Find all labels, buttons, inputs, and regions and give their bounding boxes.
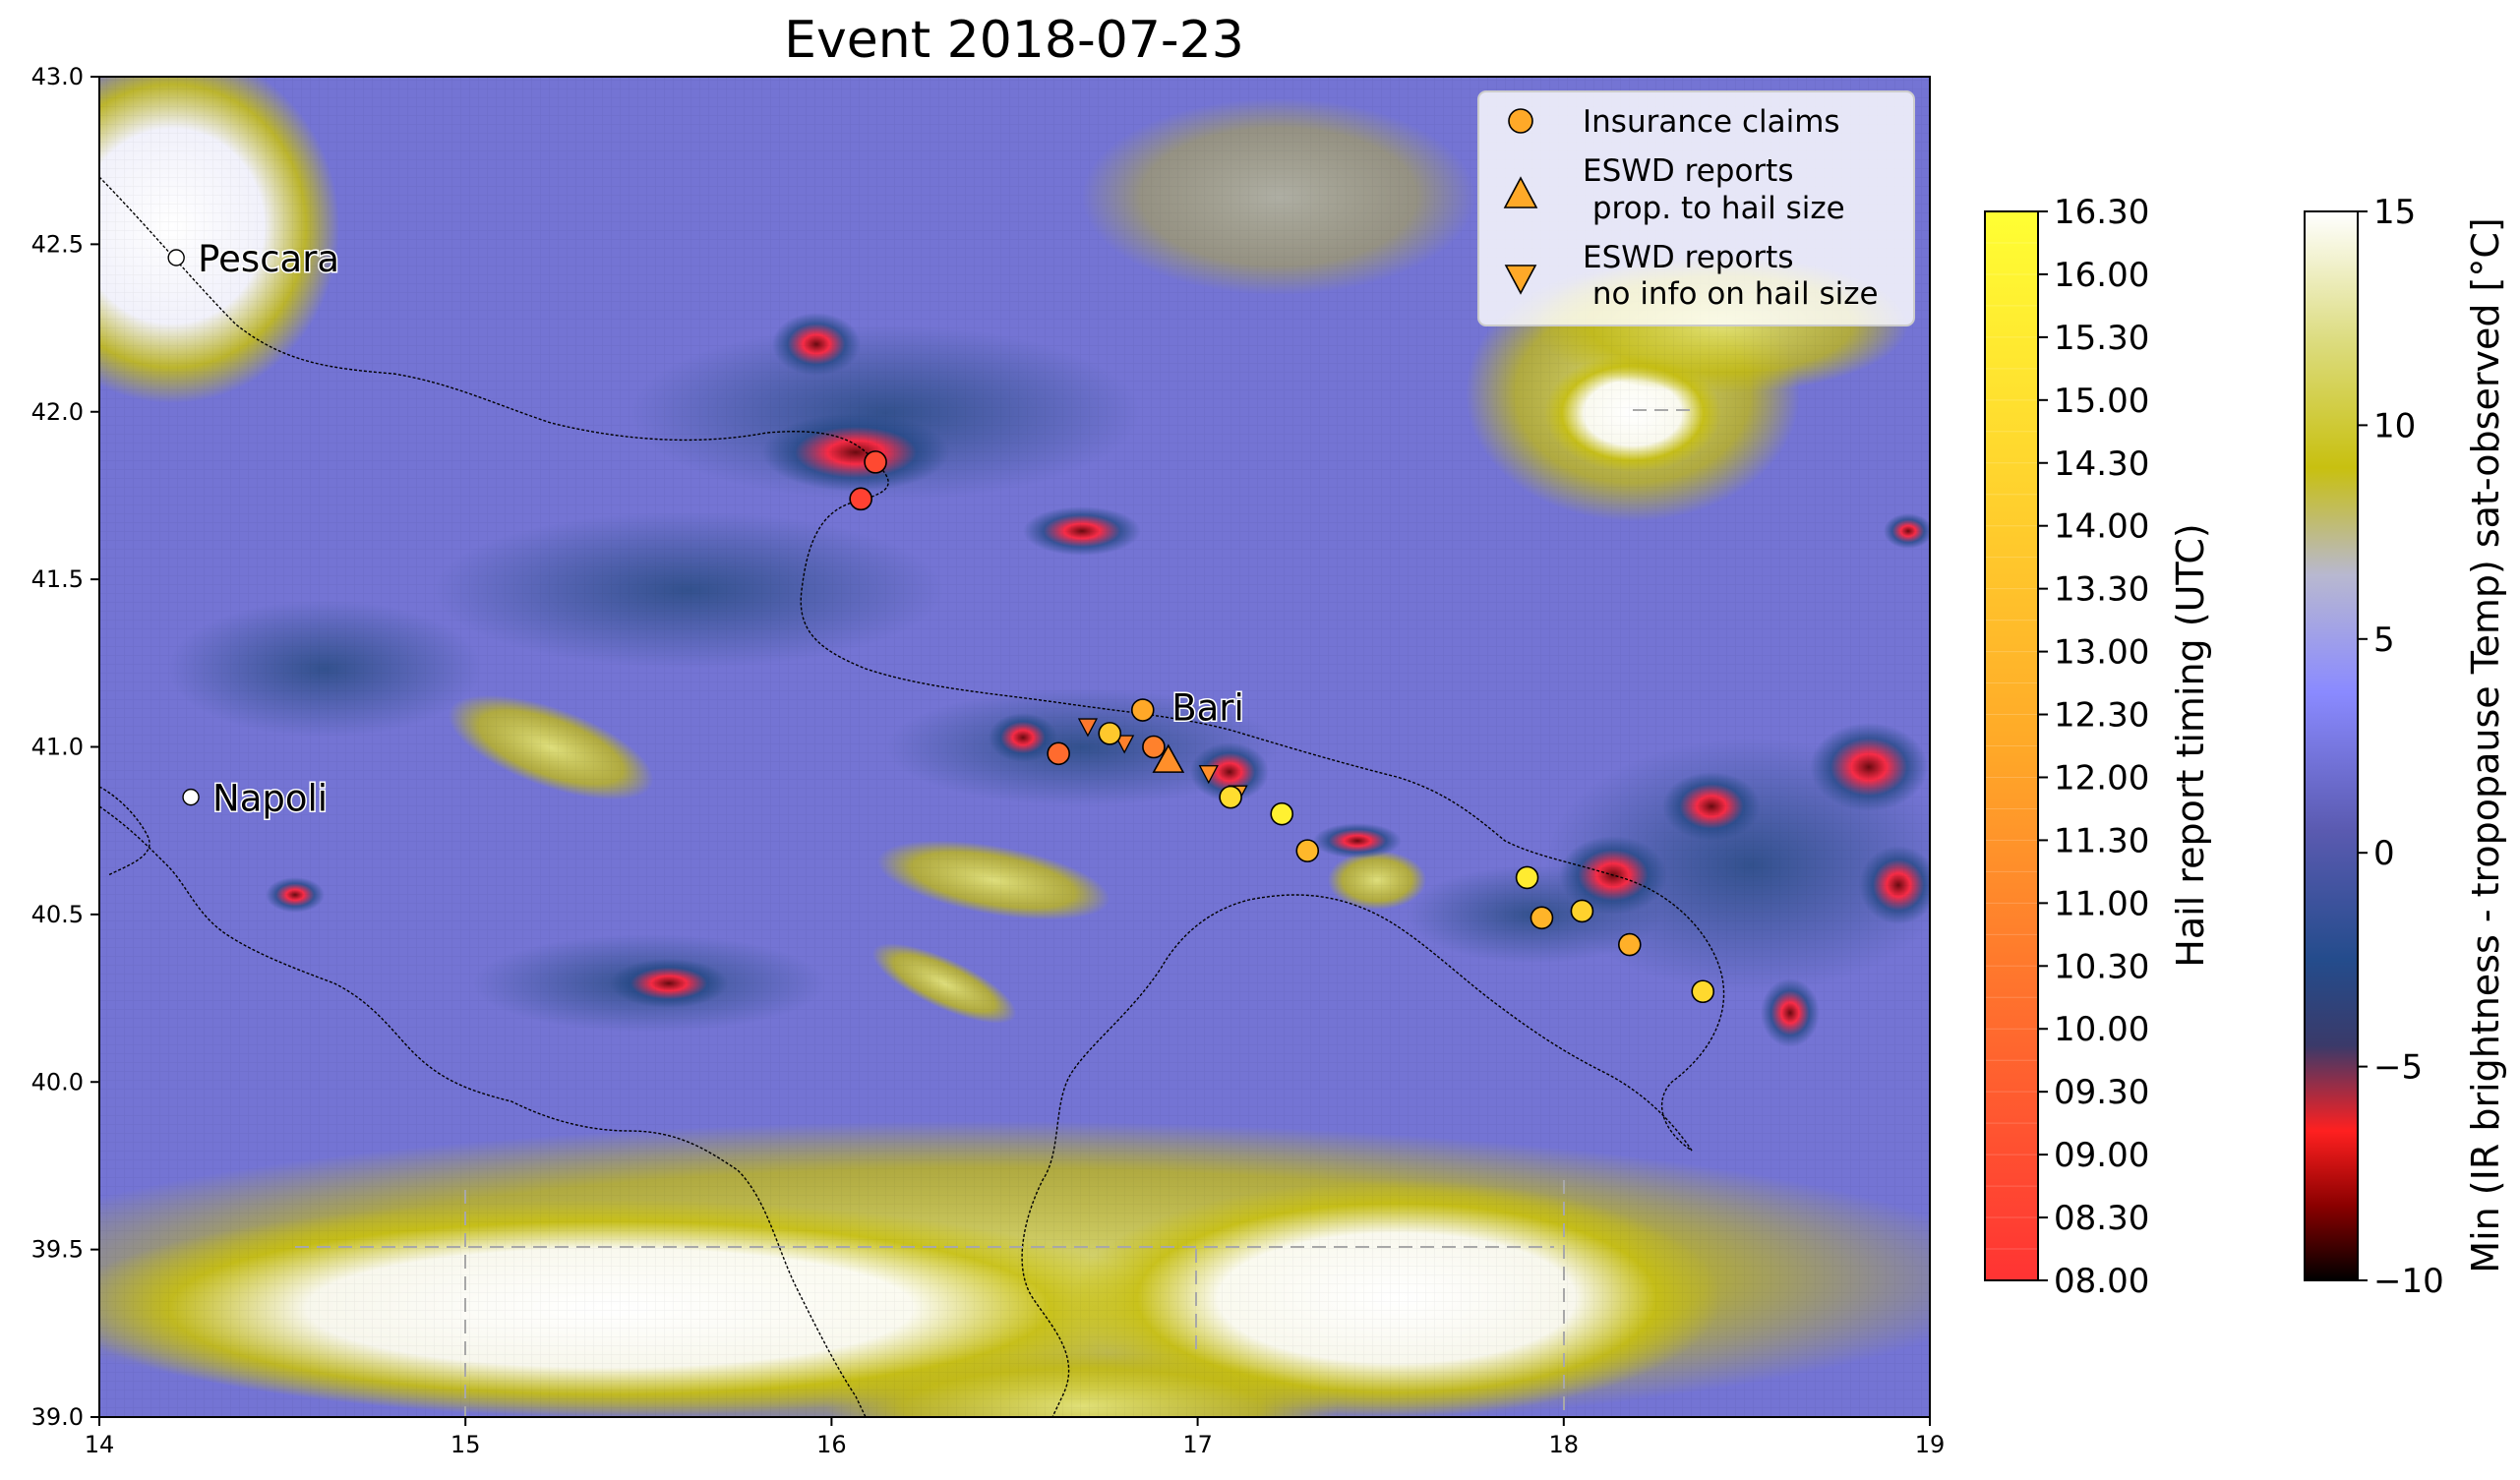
- x-tick-label: 19: [1915, 1431, 1946, 1458]
- city-label: Bari: [1171, 687, 1244, 730]
- eswd-size-marker: [1152, 743, 1185, 773]
- legend-label-insurance: Insurance claims: [1583, 104, 1840, 140]
- x-tick-label: 18: [1549, 1431, 1580, 1458]
- insurance-claim-marker: [1530, 906, 1554, 930]
- legend-label-eswd-size-2: prop. to hail size: [1583, 191, 1845, 226]
- colorbar-timing-ticks: 16.30 16.00 15.30 15.00 14.30 14.00 13.30 13.00…: [2038, 193, 2149, 1301]
- insurance-claim-marker: [1270, 801, 1294, 826]
- legend-label-eswd-size-1: ESWD reports: [1583, 153, 1793, 189]
- colorbar-temperature-ticks: 15 10 5 0 −5 −10: [2358, 193, 2444, 1301]
- colorbar-timing-tick-label: 15.30: [2054, 319, 2149, 358]
- colorbar-temperature-bar: [2305, 211, 2358, 1280]
- legend-marker-triangle-up: [1503, 176, 1538, 208]
- colorbar-temperature-label: Min (IR brightness - tropopause Temp) sa…: [2464, 217, 2507, 1273]
- colorbar-timing-tick-label: 13.00: [2054, 633, 2149, 673]
- y-tick-label: 41.5: [31, 565, 84, 593]
- eswd-noinfo-marker: [1077, 718, 1099, 738]
- y-tick-label: 41.0: [31, 734, 84, 761]
- map-panel: 14 15 16 17 18 19 43.0 42.5 42.0 41.5 41.0 40.5 40.…: [31, 63, 1946, 1458]
- hail-report-markers: [849, 450, 1715, 1004]
- map-legend: Insurance claims ESWD reports prop. to h…: [1477, 90, 1915, 326]
- colorbar-timing-tick-label: 12.00: [2054, 758, 2149, 798]
- colorbar-temperature-tick-label: 5: [2373, 621, 2395, 660]
- insurance-claim-marker: [1295, 839, 1320, 862]
- colorbar-timing-tick-label: 08.30: [2054, 1199, 2149, 1238]
- y-tick-label: 42.5: [31, 230, 84, 258]
- insurance-claim-marker: [1617, 932, 1642, 957]
- city-labels: Pescara Napoli Bari: [167, 237, 1245, 821]
- x-tick-label: 15: [450, 1431, 481, 1458]
- insurance-claim-marker: [1098, 722, 1122, 745]
- insurance-claim-marker: [1142, 735, 1166, 759]
- y-axis-ticks: 43.0 42.5 42.0 41.5 41.0 40.5 40.0 39.5 39.0: [31, 63, 99, 1431]
- colorbar-timing-tick-label: 11.30: [2054, 821, 2149, 860]
- insurance-claim-marker: [1047, 741, 1070, 766]
- colorbar-timing-bands: [1985, 242, 2038, 1250]
- y-tick-label: 39.5: [31, 1236, 84, 1264]
- y-tick-label: 43.0: [31, 63, 84, 90]
- colorbar-timing-tick-label: 12.30: [2054, 696, 2149, 736]
- eswd-noinfo-marker: [1198, 765, 1219, 785]
- colorbar-timing-frame: [1984, 210, 2039, 1281]
- legend-label-eswd-noinfo-1: ESWD reports: [1583, 240, 1793, 275]
- colorbar-timing-tick-label: 10.00: [2054, 1010, 2149, 1049]
- coastline-gulf-napoli: [99, 786, 150, 876]
- colorbar-temperature-tick-label: −5: [2373, 1048, 2423, 1088]
- colorbar-timing-tick-label: 09.00: [2054, 1136, 2149, 1175]
- legend-label-eswd-noinfo-2: no info on hail size: [1583, 276, 1879, 312]
- city-marker: [182, 788, 200, 806]
- insurance-claim-marker: [1219, 785, 1242, 809]
- colorbar-timing-tick-label: 11.00: [2054, 884, 2149, 923]
- colorbar-timing-tick-label: 10.30: [2054, 947, 2149, 986]
- insurance-claim-marker: [1515, 865, 1539, 890]
- y-tick-label: 40.5: [31, 901, 84, 928]
- insurance-claim-marker: [849, 487, 872, 511]
- city-label: Pescara: [198, 238, 339, 280]
- insurance-claim-marker: [1691, 979, 1715, 1004]
- coastline-adriatic: [99, 176, 1725, 1152]
- eswd-noinfo-marker: [1114, 735, 1135, 754]
- coastline-taranto-gulf: [1021, 894, 1693, 1417]
- colorbar-timing-tick-label: 16.30: [2054, 193, 2149, 232]
- colorbar-timing-label: Hail report timing (UTC): [2169, 523, 2212, 968]
- legend-marker-circle: [1508, 108, 1533, 134]
- colorbar-timing: 16.30 16.00 15.30 15.00 14.30 14.00 13.30 13.00…: [1984, 193, 2212, 1301]
- x-axis-ticks: 14 15 16 17 18 19: [85, 1417, 1946, 1458]
- x-tick-label: 14: [85, 1431, 115, 1458]
- coastline-tyrrhenian: [99, 805, 867, 1417]
- insurance-claim-marker: [1130, 698, 1155, 722]
- colorbar-timing-tick-label: 14.00: [2054, 507, 2149, 547]
- y-tick-label: 39.0: [31, 1403, 84, 1431]
- city-marker: [167, 249, 185, 266]
- colorbar-temperature-frame: [2304, 210, 2359, 1281]
- city-label: Napoli: [212, 778, 328, 820]
- y-tick-label: 42.0: [31, 398, 84, 426]
- x-tick-label: 17: [1182, 1431, 1213, 1458]
- colorbar-timing-tick-label: 09.30: [2054, 1073, 2149, 1112]
- y-tick-label: 40.0: [31, 1068, 84, 1095]
- colorbar-timing-bar: [1985, 211, 2038, 1280]
- map-title: Event 2018-07-23: [784, 11, 1244, 70]
- colorbar-timing-tick-label: 15.00: [2054, 382, 2149, 421]
- colorbar-temperature-tick-label: 10: [2373, 406, 2416, 445]
- x-tick-label: 16: [816, 1431, 847, 1458]
- insurance-claim-marker: [1570, 899, 1594, 923]
- colorbar-timing-tick-label: 08.00: [2054, 1262, 2149, 1301]
- insurance-claim-marker: [864, 450, 887, 474]
- colorbar-timing-tick-label: 13.30: [2054, 570, 2149, 610]
- colorbar-timing-tick-label: 16.00: [2054, 256, 2149, 295]
- legend-marker-triangle-down: [1504, 265, 1537, 295]
- colorbar-temperature-tick-label: 0: [2373, 834, 2395, 873]
- colorbar-timing-tick-label: 14.30: [2054, 444, 2149, 484]
- colorbar-temperature: 15 10 5 0 −5 −10 Min (IR brightness - tropopa…: [2304, 193, 2507, 1301]
- colorbar-temperature-tick-label: −10: [2373, 1262, 2444, 1301]
- colorbar-temperature-tick-label: 15: [2373, 193, 2416, 232]
- legend-box: [1477, 90, 1915, 326]
